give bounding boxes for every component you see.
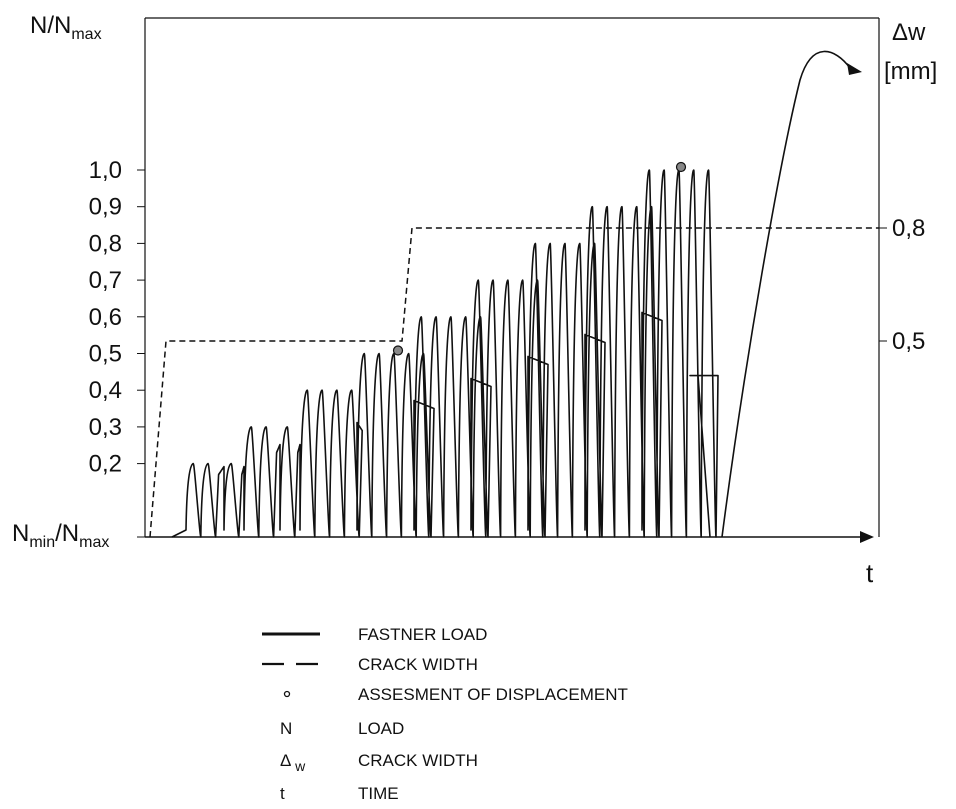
legend-item: N LOAD — [280, 719, 404, 738]
legend-item: Δ w CRACK WIDTH — [280, 751, 478, 774]
final-displacement-curve — [721, 50, 851, 538]
right-tick-label: 0,8 — [892, 215, 925, 242]
left-tick-label: 0,6 — [89, 304, 122, 331]
right-axis-title-unit: [mm] — [884, 58, 937, 85]
plot-frame — [144, 17, 880, 543]
assessment-points — [392, 161, 687, 356]
final-curve-arrowhead — [847, 63, 862, 75]
legend-item: FASTNER LOAD — [262, 625, 487, 644]
legend-item: ASSESMENT OF DISPLACEMENT — [283, 685, 628, 704]
fastener-load-curve — [171, 169, 719, 538]
legend-label: CRACK WIDTH — [358, 751, 478, 770]
legend: FASTNER LOAD CRACK WIDTH ASSESMENT OF DISP… — [262, 625, 628, 803]
left-tick-label: 1,0 — [89, 157, 122, 184]
left-tick-label: 0,3 — [89, 414, 122, 441]
legend-symbol: Δ w — [280, 751, 306, 774]
left-tick-label: 0,9 — [89, 194, 122, 221]
left-tick-label: 0,4 — [89, 377, 122, 404]
left-axis-ticks: 1,0 0,9 0,8 0,7 0,6 0,5 0,4 0,3 0,2 — [89, 157, 145, 478]
left-tick-label: 0,5 — [89, 341, 122, 368]
assessment-point — [675, 161, 687, 173]
right-axis-ticks: 0,8 0,5 — [879, 215, 925, 355]
right-tick-label: 0,5 — [892, 328, 925, 355]
left-tick-label: 0,7 — [89, 267, 122, 294]
time-axis-arrowhead — [860, 531, 874, 543]
legend-item: t TIME — [280, 784, 399, 803]
right-axis-title-delta-w: Δw — [892, 19, 926, 46]
legend-label: CRACK WIDTH — [358, 655, 478, 674]
legend-label: TIME — [358, 784, 399, 803]
legend-label: ASSESMENT OF DISPLACEMENT — [358, 685, 628, 704]
left-tick-label: 0,2 — [89, 451, 122, 478]
legend-item: CRACK WIDTH — [262, 655, 478, 674]
baseline-label: Nmin/Nmax — [12, 520, 109, 551]
load-hold-dashes — [218, 444, 301, 476]
legend-symbol: t — [280, 784, 285, 803]
legend-label: FASTNER LOAD — [358, 625, 487, 644]
legend-symbol: N — [280, 719, 292, 738]
left-axis-title: N/Nmax — [30, 12, 102, 43]
assessment-point — [392, 345, 404, 356]
dot-symbol — [283, 690, 291, 698]
legend-label: LOAD — [358, 719, 404, 738]
left-tick-label: 0,8 — [89, 230, 122, 257]
crack-width-curve — [149, 227, 879, 538]
time-axis-label: t — [866, 558, 874, 588]
